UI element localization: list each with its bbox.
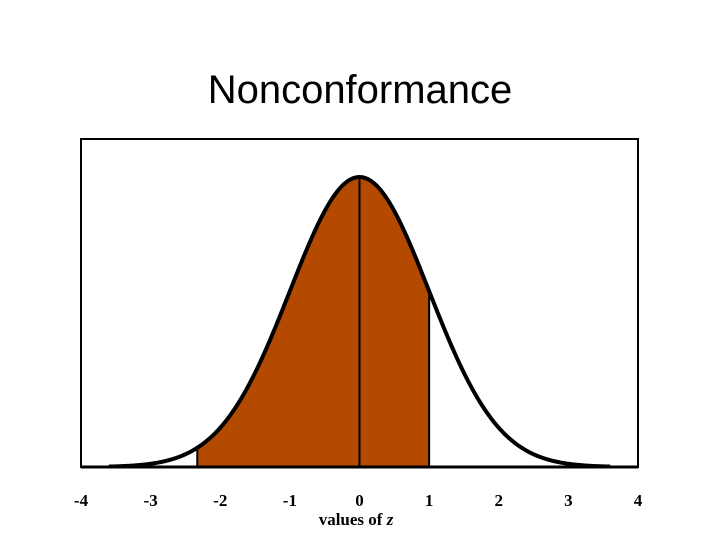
shaded-area [197,177,430,467]
x-tick-label: -4 [74,491,89,510]
x-tick-label: 4 [634,491,643,510]
slide-title: Nonconformance [207,68,513,112]
x-tick-label: -3 [144,491,158,510]
x-tick-label: 2 [495,491,504,510]
x-tick-label: 3 [564,491,573,510]
x-tick-label: 0 [355,491,364,510]
x-tick-label: 1 [425,491,434,510]
x-tick-label: -1 [283,491,297,510]
x-tick-label: -2 [213,491,227,510]
x-axis-label: values of z [319,510,394,529]
normal-curve [108,174,611,469]
